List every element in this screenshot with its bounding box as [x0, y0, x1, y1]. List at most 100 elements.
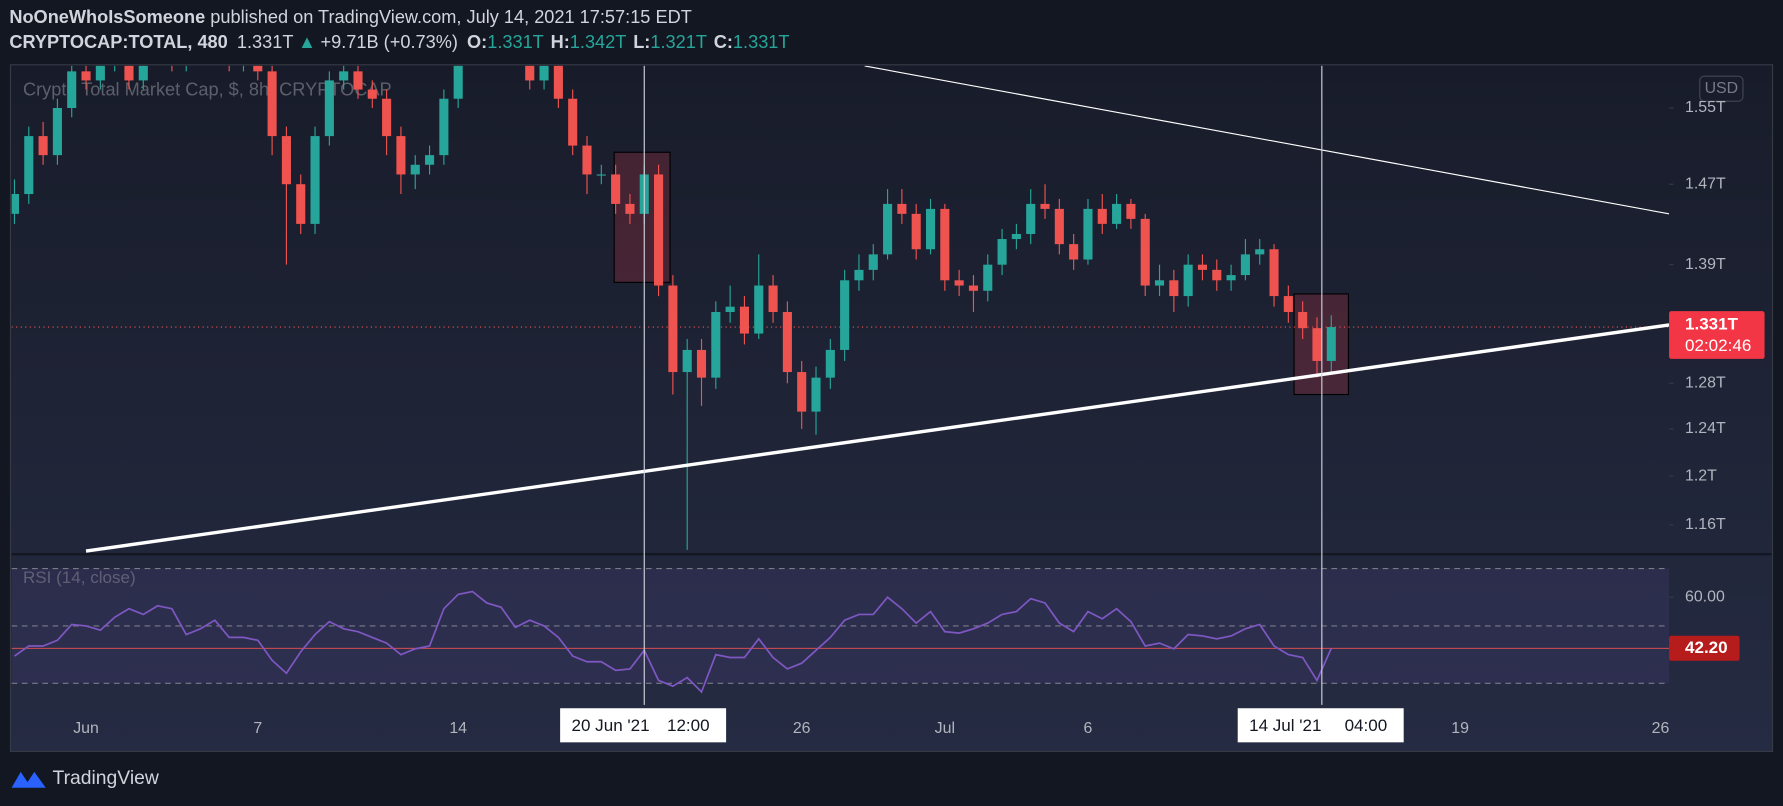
- ohlc-label: H:: [551, 32, 570, 52]
- candle-body: [1169, 280, 1179, 297]
- crosshair-label-box: [1237, 708, 1404, 743]
- candle-body: [1140, 218, 1150, 286]
- brand-logo: [11, 771, 46, 788]
- candle-body: [625, 203, 635, 214]
- trendline: [864, 65, 1670, 215]
- candle-body: [811, 377, 821, 412]
- candle-body: [883, 203, 893, 255]
- ohlc-value: 1.321T: [650, 32, 707, 52]
- arrow: ▲: [298, 32, 316, 52]
- candle-body: [1255, 249, 1265, 255]
- ohlc-value: 1.342T: [570, 32, 627, 52]
- candle-body: [997, 239, 1007, 265]
- rsi-last-box: [1669, 635, 1740, 661]
- candle-body: [897, 203, 907, 214]
- ohlc-label: L:: [633, 32, 650, 52]
- candle-body: [911, 213, 921, 250]
- candle-body: [296, 184, 306, 224]
- candle-body: [925, 208, 936, 250]
- candle-body: [396, 136, 406, 175]
- candle-body: [754, 285, 764, 334]
- x-tick-label: 26: [793, 720, 811, 737]
- candle-body: [281, 136, 291, 185]
- y-tick-label: 1.47T: [1685, 175, 1726, 192]
- x-tick-label: 6: [1084, 720, 1093, 737]
- candle-body: [1283, 296, 1293, 313]
- candle-body: [1126, 203, 1136, 219]
- candle-body: [1011, 233, 1021, 240]
- symbol-line: CRYPTOCAP:TOTAL, 480 1.331T ▲ +9.71B (+0.73…: [9, 32, 789, 52]
- candle-body: [668, 285, 678, 373]
- symbol: CRYPTOCAP:TOTAL, 480: [9, 32, 227, 52]
- published: published on TradingView.com, July 14, 2…: [210, 7, 692, 27]
- rsi-last-label: 42.20: [1685, 638, 1728, 657]
- main-pane: [11, 53, 1670, 553]
- brand: TradingView: [53, 768, 159, 789]
- candle-body: [983, 264, 993, 291]
- candle-body: [1240, 254, 1250, 276]
- legend-title: Crypto Total Market Cap, $, 8h, CRYPTOCA…: [23, 80, 392, 100]
- crosshair-date: 14 Jul '21: [1249, 716, 1321, 735]
- candle-body: [696, 349, 707, 378]
- candle-body: [24, 136, 34, 195]
- y-tick-label: 1.55T: [1685, 99, 1726, 116]
- candle-body: [1069, 244, 1079, 260]
- candle-body: [410, 164, 420, 175]
- candle-body: [553, 65, 563, 99]
- last-price-label: 1.331T: [1685, 314, 1739, 333]
- candle-body: [954, 280, 964, 286]
- candle-body: [854, 269, 864, 281]
- candle-body: [611, 174, 621, 204]
- rsi-pane: [11, 567, 1670, 694]
- candle-body: [81, 71, 91, 81]
- candle-body: [782, 312, 792, 373]
- candle-body: [425, 155, 435, 165]
- candle-body: [825, 349, 835, 378]
- candle-body: [38, 136, 48, 156]
- last-price-box: [1669, 311, 1765, 359]
- y-tick-label: 1.2T: [1685, 467, 1717, 484]
- candle-body: [739, 306, 749, 334]
- y-tick-label: 1.28T: [1685, 374, 1726, 391]
- candle-body: [1326, 327, 1336, 361]
- candle-body: [67, 71, 77, 108]
- candle-body: [768, 285, 778, 313]
- crosshair-time: 12:00: [667, 716, 710, 735]
- candle-body: [725, 306, 735, 313]
- candle-body: [1040, 203, 1050, 209]
- candle-body: [1197, 264, 1208, 270]
- candle-body: [1154, 280, 1165, 286]
- candle-body: [1269, 249, 1279, 297]
- candle-body: [868, 254, 878, 270]
- candle-body: [124, 65, 134, 81]
- candle-body: [1312, 328, 1322, 361]
- crosshair-label-box: [560, 708, 727, 743]
- candle-body: [324, 80, 334, 137]
- candle-body: [1112, 203, 1122, 224]
- candle-body: [353, 71, 363, 90]
- candle-body: [711, 312, 721, 378]
- candle-body: [1183, 264, 1193, 297]
- candle-body: [1212, 269, 1222, 281]
- crosshair-date: 20 Jun '21: [571, 716, 649, 735]
- candle-body: [267, 71, 277, 137]
- currency-box: [1699, 75, 1744, 102]
- crosshair-time: 04:00: [1345, 716, 1388, 735]
- candle-body: [682, 349, 692, 373]
- candle-body: [310, 136, 320, 224]
- rsi-title: RSI (14, close): [23, 568, 136, 587]
- x-tick-label: Jun: [73, 720, 99, 737]
- candle-body: [596, 174, 606, 176]
- candle-body: [840, 280, 850, 350]
- candle-body: [225, 53, 234, 62]
- candle-body: [367, 89, 377, 99]
- currency: USD: [1705, 80, 1739, 97]
- candle-body: [95, 65, 105, 81]
- candle-body: [1226, 275, 1236, 281]
- header-line: NoOneWhoIsSomeone published on TradingVi…: [9, 7, 691, 27]
- candle-body: [1054, 208, 1064, 245]
- candle-body: [568, 98, 578, 146]
- rsi-line: [13, 590, 1333, 694]
